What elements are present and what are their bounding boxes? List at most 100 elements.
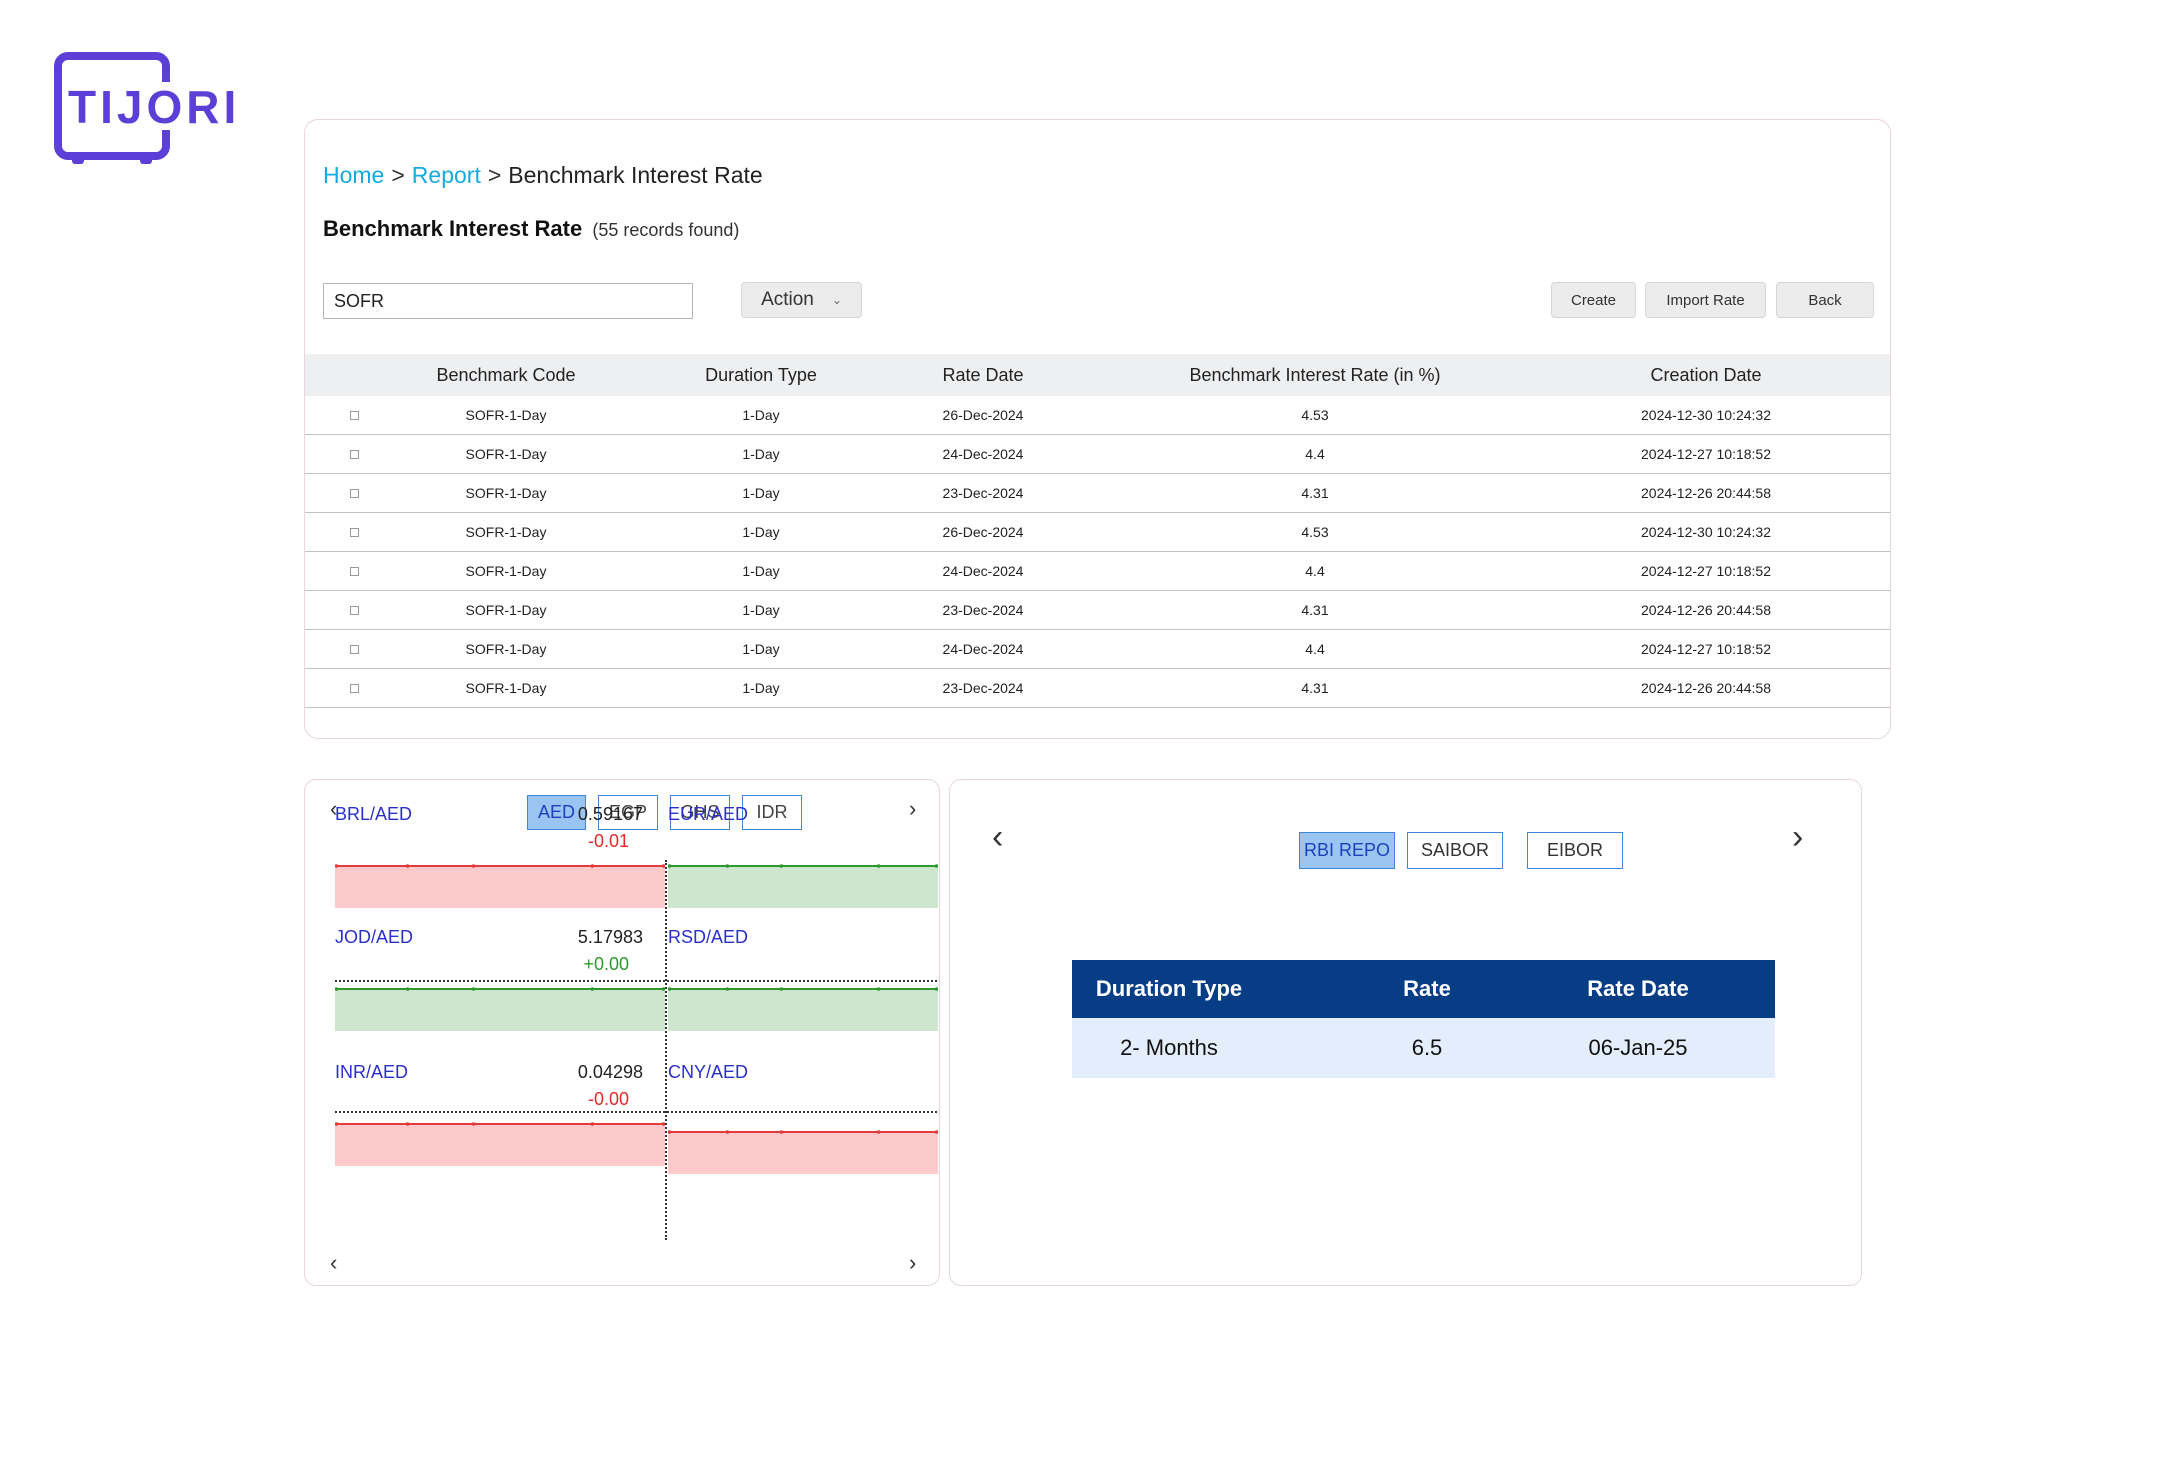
tab-saibor[interactable]: SAIBOR — [1407, 832, 1503, 869]
table-row[interactable]: SOFR-1-Day 1-Day 23-Dec-2024 4.31 2024-12-26… — [305, 591, 1890, 630]
rate-date: 24-Dec-2024 — [942, 446, 1024, 462]
fx-pair-cell[interactable]: INR/AED 0.04298 -0.00 — [305, 1050, 665, 1180]
row-checkbox[interactable] — [350, 488, 359, 498]
chart-point — [779, 987, 784, 991]
column-header[interactable]: Benchmark Code — [436, 364, 576, 385]
tab-rbi-repo[interactable]: RBI REPO — [1299, 832, 1395, 869]
chart-point — [934, 864, 938, 868]
chevron-right-icon[interactable]: › — [1792, 818, 1804, 856]
chart-point — [471, 987, 476, 991]
chart-point — [668, 1130, 672, 1134]
chevron-right-icon[interactable]: › — [909, 796, 917, 821]
rate-date: 23-Dec-2024 — [942, 680, 1024, 696]
row-checkbox[interactable] — [350, 410, 359, 420]
fx-change: +0.00 — [583, 954, 629, 974]
table-row[interactable]: SOFR-1-Day 1-Day 24-Dec-2024 4.4 2024-12-27 … — [305, 552, 1890, 591]
fx-pair-cell[interactable]: EUR/AED — [644, 792, 939, 922]
column-header[interactable]: Rate Date — [942, 364, 1024, 385]
benchmark-code: SOFR-1-Day — [465, 485, 547, 501]
benchmark-code: SOFR-1-Day — [465, 563, 547, 579]
fx-rates-card: ‹ › AED EGP GHS IDR BRL/AED 0.59167 -0.01 E… — [304, 779, 940, 1286]
fx-pair-cell[interactable]: RSD/AED — [644, 915, 939, 1045]
table-row[interactable]: SOFR-1-Day 1-Day 24-Dec-2024 4.4 2024-12-27 … — [305, 630, 1890, 669]
interest-rate: 4.53 — [1301, 407, 1329, 423]
back-button[interactable]: Back — [1776, 282, 1874, 318]
chart-point — [661, 987, 665, 991]
row-checkbox[interactable] — [350, 449, 359, 459]
table-row[interactable]: SOFR-1-Day 1-Day 23-Dec-2024 4.31 2024-12-26… — [305, 474, 1890, 513]
chart-point — [661, 1122, 665, 1126]
page-title: Benchmark Interest Rate (55 records foun… — [323, 216, 739, 242]
row-checkbox[interactable] — [350, 644, 359, 654]
creation-date: 2024-12-27 10:18:52 — [1641, 446, 1771, 462]
benchmark-card: Home > Report > Benchmark Interest Rate Benc… — [304, 119, 1891, 739]
mini-chart — [335, 864, 665, 908]
table-row: 2- Months 6.5 06-Jan-25 — [1072, 1018, 1775, 1078]
chevron-down-icon: ⌄ — [831, 293, 842, 307]
benchmark-code: SOFR-1-Day — [465, 680, 547, 696]
rate-value: 6.5 — [1411, 1035, 1443, 1060]
chevron-left-icon[interactable]: ‹ — [992, 818, 1004, 856]
duration-type: 1-Day — [742, 407, 780, 423]
currency-tabs: AED EGP GHS IDR — [527, 795, 802, 830]
chart-area — [335, 1124, 665, 1166]
action-dropdown[interactable]: Action ⌄ — [741, 282, 862, 318]
chart-point — [725, 864, 730, 868]
fx-rate: 0.04298 — [577, 1062, 643, 1082]
interest-rate: 4.31 — [1301, 680, 1329, 696]
create-button[interactable]: Create — [1551, 282, 1636, 318]
row-checkbox[interactable] — [350, 527, 359, 537]
column-header[interactable]: Creation Date — [1650, 364, 1762, 385]
chart-point — [668, 864, 672, 868]
creation-date: 2024-12-26 20:44:58 — [1641, 602, 1771, 618]
creation-date: 2024-12-26 20:44:58 — [1641, 485, 1771, 501]
chart-point — [876, 987, 881, 991]
chart-point — [590, 864, 595, 868]
column-header[interactable]: Duration Type — [705, 364, 817, 385]
benchmark-code: SOFR-1-Day — [465, 524, 547, 540]
breadcrumb-separator: > — [487, 162, 502, 188]
chevron-left-icon[interactable]: ‹ — [330, 1250, 338, 1275]
duration-type: 1-Day — [742, 641, 780, 657]
mini-chart — [668, 987, 938, 1031]
tab-ghs[interactable]: GHS — [670, 795, 730, 830]
column-header[interactable]: Benchmark Interest Rate (in %) — [1189, 364, 1441, 385]
rate-date: 23-Dec-2024 — [942, 602, 1024, 618]
tab-eibor[interactable]: EIBOR — [1527, 832, 1623, 869]
row-checkbox[interactable] — [350, 566, 359, 576]
currency-pair: CNY/AED — [668, 1062, 749, 1082]
grid-divider — [335, 1111, 939, 1113]
breadcrumb-report[interactable]: Report — [411, 162, 481, 188]
fx-pair-cell[interactable]: JOD/AED 5.17983 +0.00 — [305, 915, 665, 1045]
chevron-left-icon[interactable]: ‹ — [330, 796, 338, 821]
table-row[interactable]: SOFR-1-Day 1-Day 26-Dec-2024 4.53 2024-12-30… — [305, 513, 1890, 552]
row-checkbox[interactable] — [350, 683, 359, 693]
chart-point — [590, 987, 595, 991]
rate-date: 26-Dec-2024 — [942, 407, 1024, 423]
table-row[interactable]: SOFR-1-Day 1-Day 24-Dec-2024 4.4 2024-12-27 … — [305, 435, 1890, 474]
mini-chart — [668, 864, 938, 908]
breadcrumb-separator: > — [391, 162, 405, 188]
chart-point — [661, 864, 665, 868]
fx-pair-cell[interactable]: BRL/AED 0.59167 -0.01 — [305, 792, 665, 922]
search-input[interactable] — [323, 283, 693, 319]
currency-pair: INR/AED — [335, 1062, 409, 1082]
chart-point — [779, 1130, 784, 1134]
tab-aed[interactable]: AED — [527, 795, 586, 830]
fx-pair-cell[interactable]: CNY/AED — [644, 1050, 939, 1180]
row-checkbox[interactable] — [350, 605, 359, 615]
chevron-right-icon[interactable]: › — [909, 1250, 917, 1275]
breadcrumb-home[interactable]: Home — [323, 162, 385, 188]
import-rate-button[interactable]: Import Rate — [1645, 282, 1766, 318]
table-row[interactable]: SOFR-1-Day 1-Day 26-Dec-2024 4.53 2024-12-30… — [305, 396, 1890, 435]
chart-point — [335, 864, 339, 868]
chart-point — [335, 1122, 339, 1126]
fx-rate: 0.59167 — [577, 804, 643, 824]
creation-date: 2024-12-26 20:44:58 — [1641, 680, 1771, 696]
grid-divider — [335, 980, 939, 982]
tab-idr[interactable]: IDR — [742, 795, 802, 830]
tab-egp[interactable]: EGP — [598, 795, 658, 830]
interest-rate: 4.53 — [1301, 524, 1329, 540]
currency-pair: RSD/AED — [668, 927, 749, 947]
table-row[interactable]: SOFR-1-Day 1-Day 23-Dec-2024 4.31 2024-12-26… — [305, 669, 1890, 708]
